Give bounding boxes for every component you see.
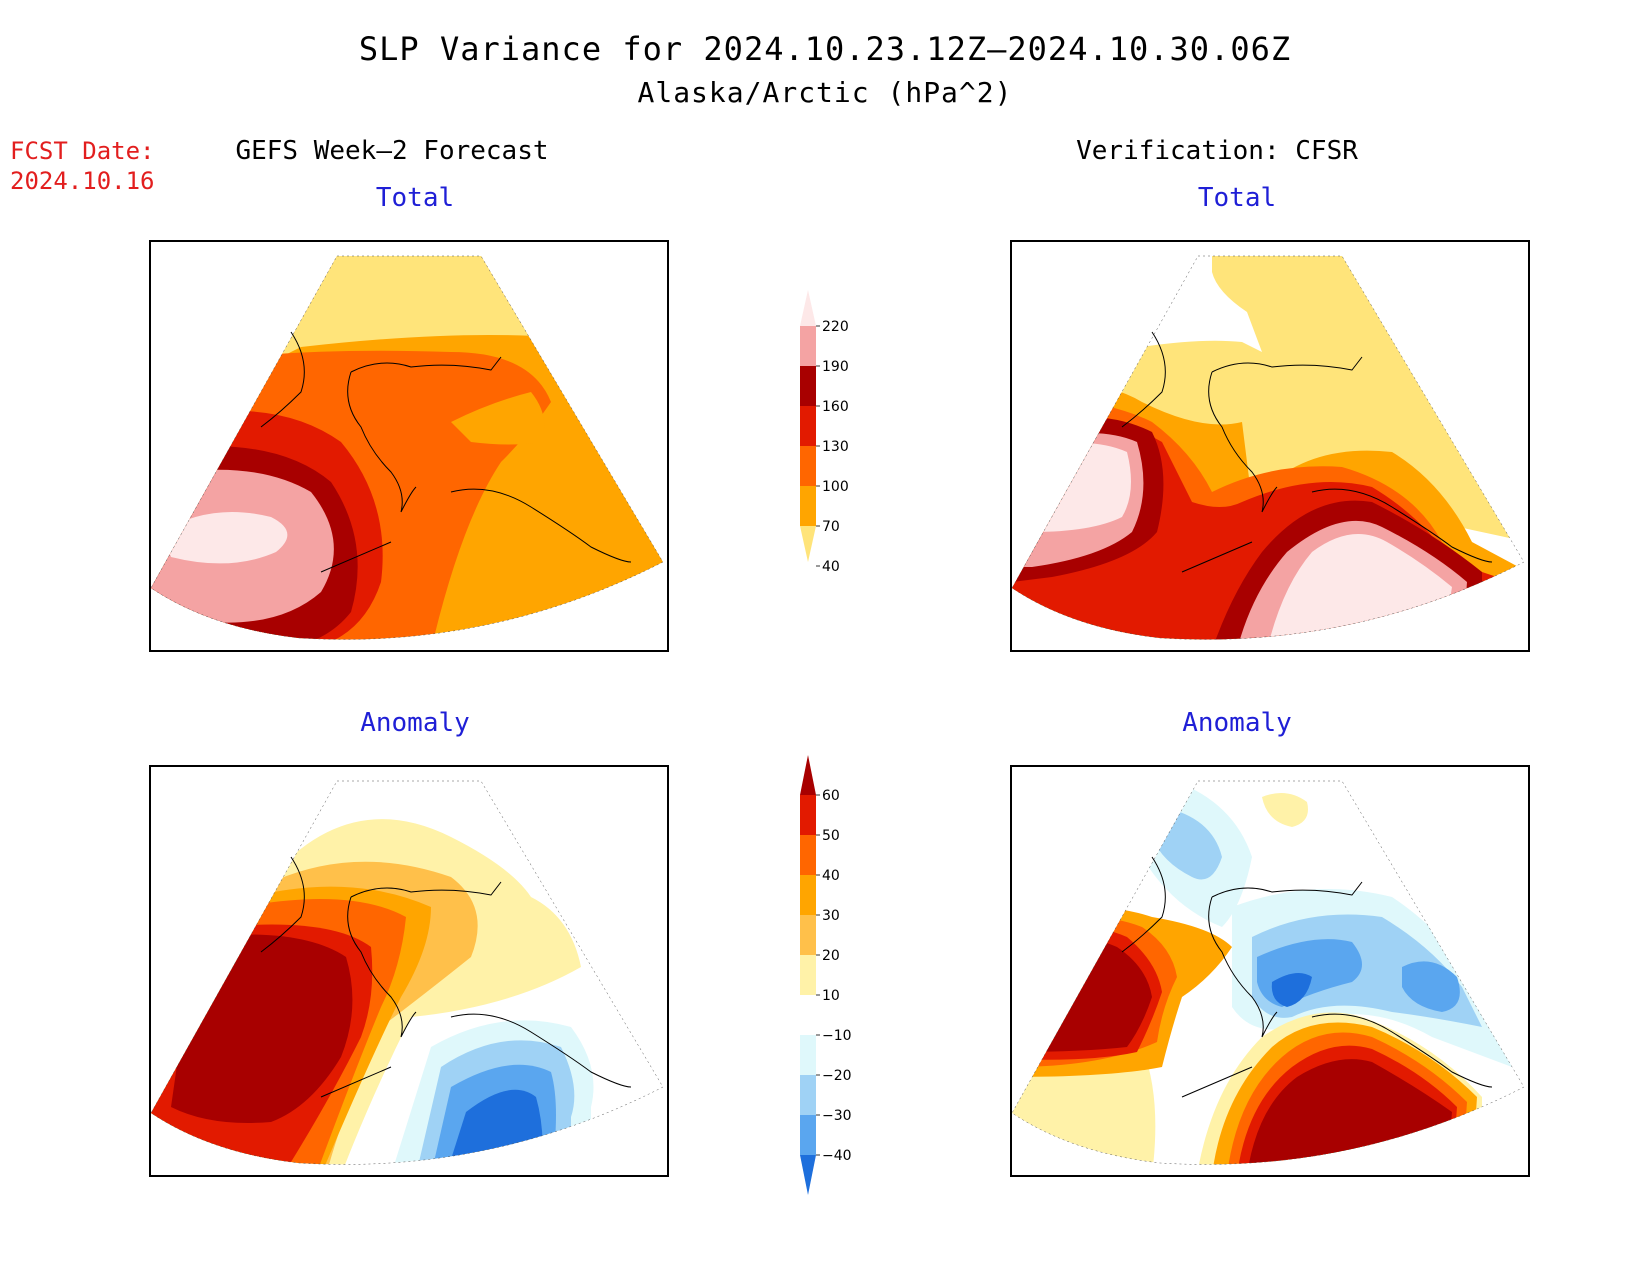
colorbar-segment [800, 1115, 816, 1155]
forecast-total-title: Total [375, 183, 455, 213]
colorbar-label: 60 [822, 788, 840, 804]
colorbar-segment [800, 915, 816, 955]
colorbar-segment [800, 486, 816, 526]
colorbar-label: 20 [822, 948, 840, 964]
colorbar-label: −30 [822, 1108, 852, 1124]
colorbar-bottom-triangle [800, 1155, 816, 1195]
colorbar-label: 100 [822, 479, 849, 495]
anomaly-colorbar: 60 50 40 30 20 10 −10 −20 −30 −40 [800, 755, 852, 1195]
forecast-anomaly-title: Anomaly [360, 708, 470, 738]
colorbar-label: 50 [822, 828, 840, 844]
region-blue [1257, 939, 1460, 1012]
coastline [1121, 856, 1493, 1098]
colorbar-segment [800, 1035, 816, 1075]
forecast-date-value: 2024.10.16 [10, 167, 155, 195]
colorbar-label: 40 [822, 559, 840, 575]
column-heading-verification: Verification: CFSR [1076, 136, 1358, 166]
colorbar-label: 220 [822, 319, 849, 335]
colorbar-label: −20 [822, 1068, 852, 1084]
colorbar-segment [800, 875, 816, 915]
forecast-date-block: FCST Date: 2024.10.16 [10, 136, 155, 196]
colorbar-segment [800, 326, 816, 366]
forecast-date-label: FCST Date: [10, 137, 155, 165]
verification-anomaly-title: Anomaly [1182, 708, 1292, 738]
colorbar-segment [800, 835, 816, 875]
colorbar-label: −40 [822, 1148, 852, 1164]
forecast-anomaly-map [149, 765, 669, 1177]
colorbar-segment [800, 1075, 816, 1115]
region-pale-yellow [1262, 793, 1308, 827]
colorbar-segment [800, 366, 816, 406]
total-colorbar: 220 190 160 130 100 70 40 [800, 290, 849, 575]
region-pale-pink [1012, 443, 1452, 640]
colorbar-segment [800, 406, 816, 446]
colorbar-segment [800, 446, 816, 486]
colorbar-segment [800, 995, 816, 1035]
page-subtitle: Alaska/Arctic (hPa^2) [637, 76, 1013, 109]
map-sector-outline [151, 780, 664, 1165]
region-pale-pink [161, 512, 288, 564]
coastline [1121, 331, 1493, 573]
map-sector-outline [1012, 780, 1525, 1165]
colorbar-label: 130 [822, 439, 849, 455]
map-sector-outline [151, 255, 664, 640]
region-orange-east [451, 392, 545, 445]
coastline [260, 331, 632, 573]
page-title: SLP Variance for 2024.10.23.12Z–2024.10.… [358, 30, 1292, 68]
region-deep-blue [1271, 973, 1312, 1007]
colorbar-label: 10 [822, 988, 840, 1004]
colorbar-top-triangle [800, 755, 816, 795]
verification-anomaly-map [1010, 765, 1530, 1177]
colorbar-segment [800, 795, 816, 835]
colorbar-top-triangle [800, 290, 816, 326]
colorbar-bottom-triangle [800, 526, 816, 562]
region-dark-red [1012, 937, 1452, 1165]
colorbar-label: 30 [822, 908, 840, 924]
colorbar-label: 160 [822, 399, 849, 415]
colorbar-label: −10 [822, 1028, 852, 1044]
colorbar-segment [800, 955, 816, 995]
region-light-blue [1152, 807, 1482, 1027]
column-heading-forecast: GEFS Week–2 Forecast [235, 136, 549, 166]
colorbar-label: 40 [822, 868, 840, 884]
verification-total-map [1010, 240, 1530, 652]
colorbar-label: 190 [822, 359, 849, 375]
colorbar-label: 70 [822, 519, 840, 535]
map-sector-outline [1012, 255, 1525, 640]
coastline [260, 856, 632, 1098]
verification-total-title: Total [1197, 183, 1277, 213]
forecast-total-map [149, 240, 669, 652]
